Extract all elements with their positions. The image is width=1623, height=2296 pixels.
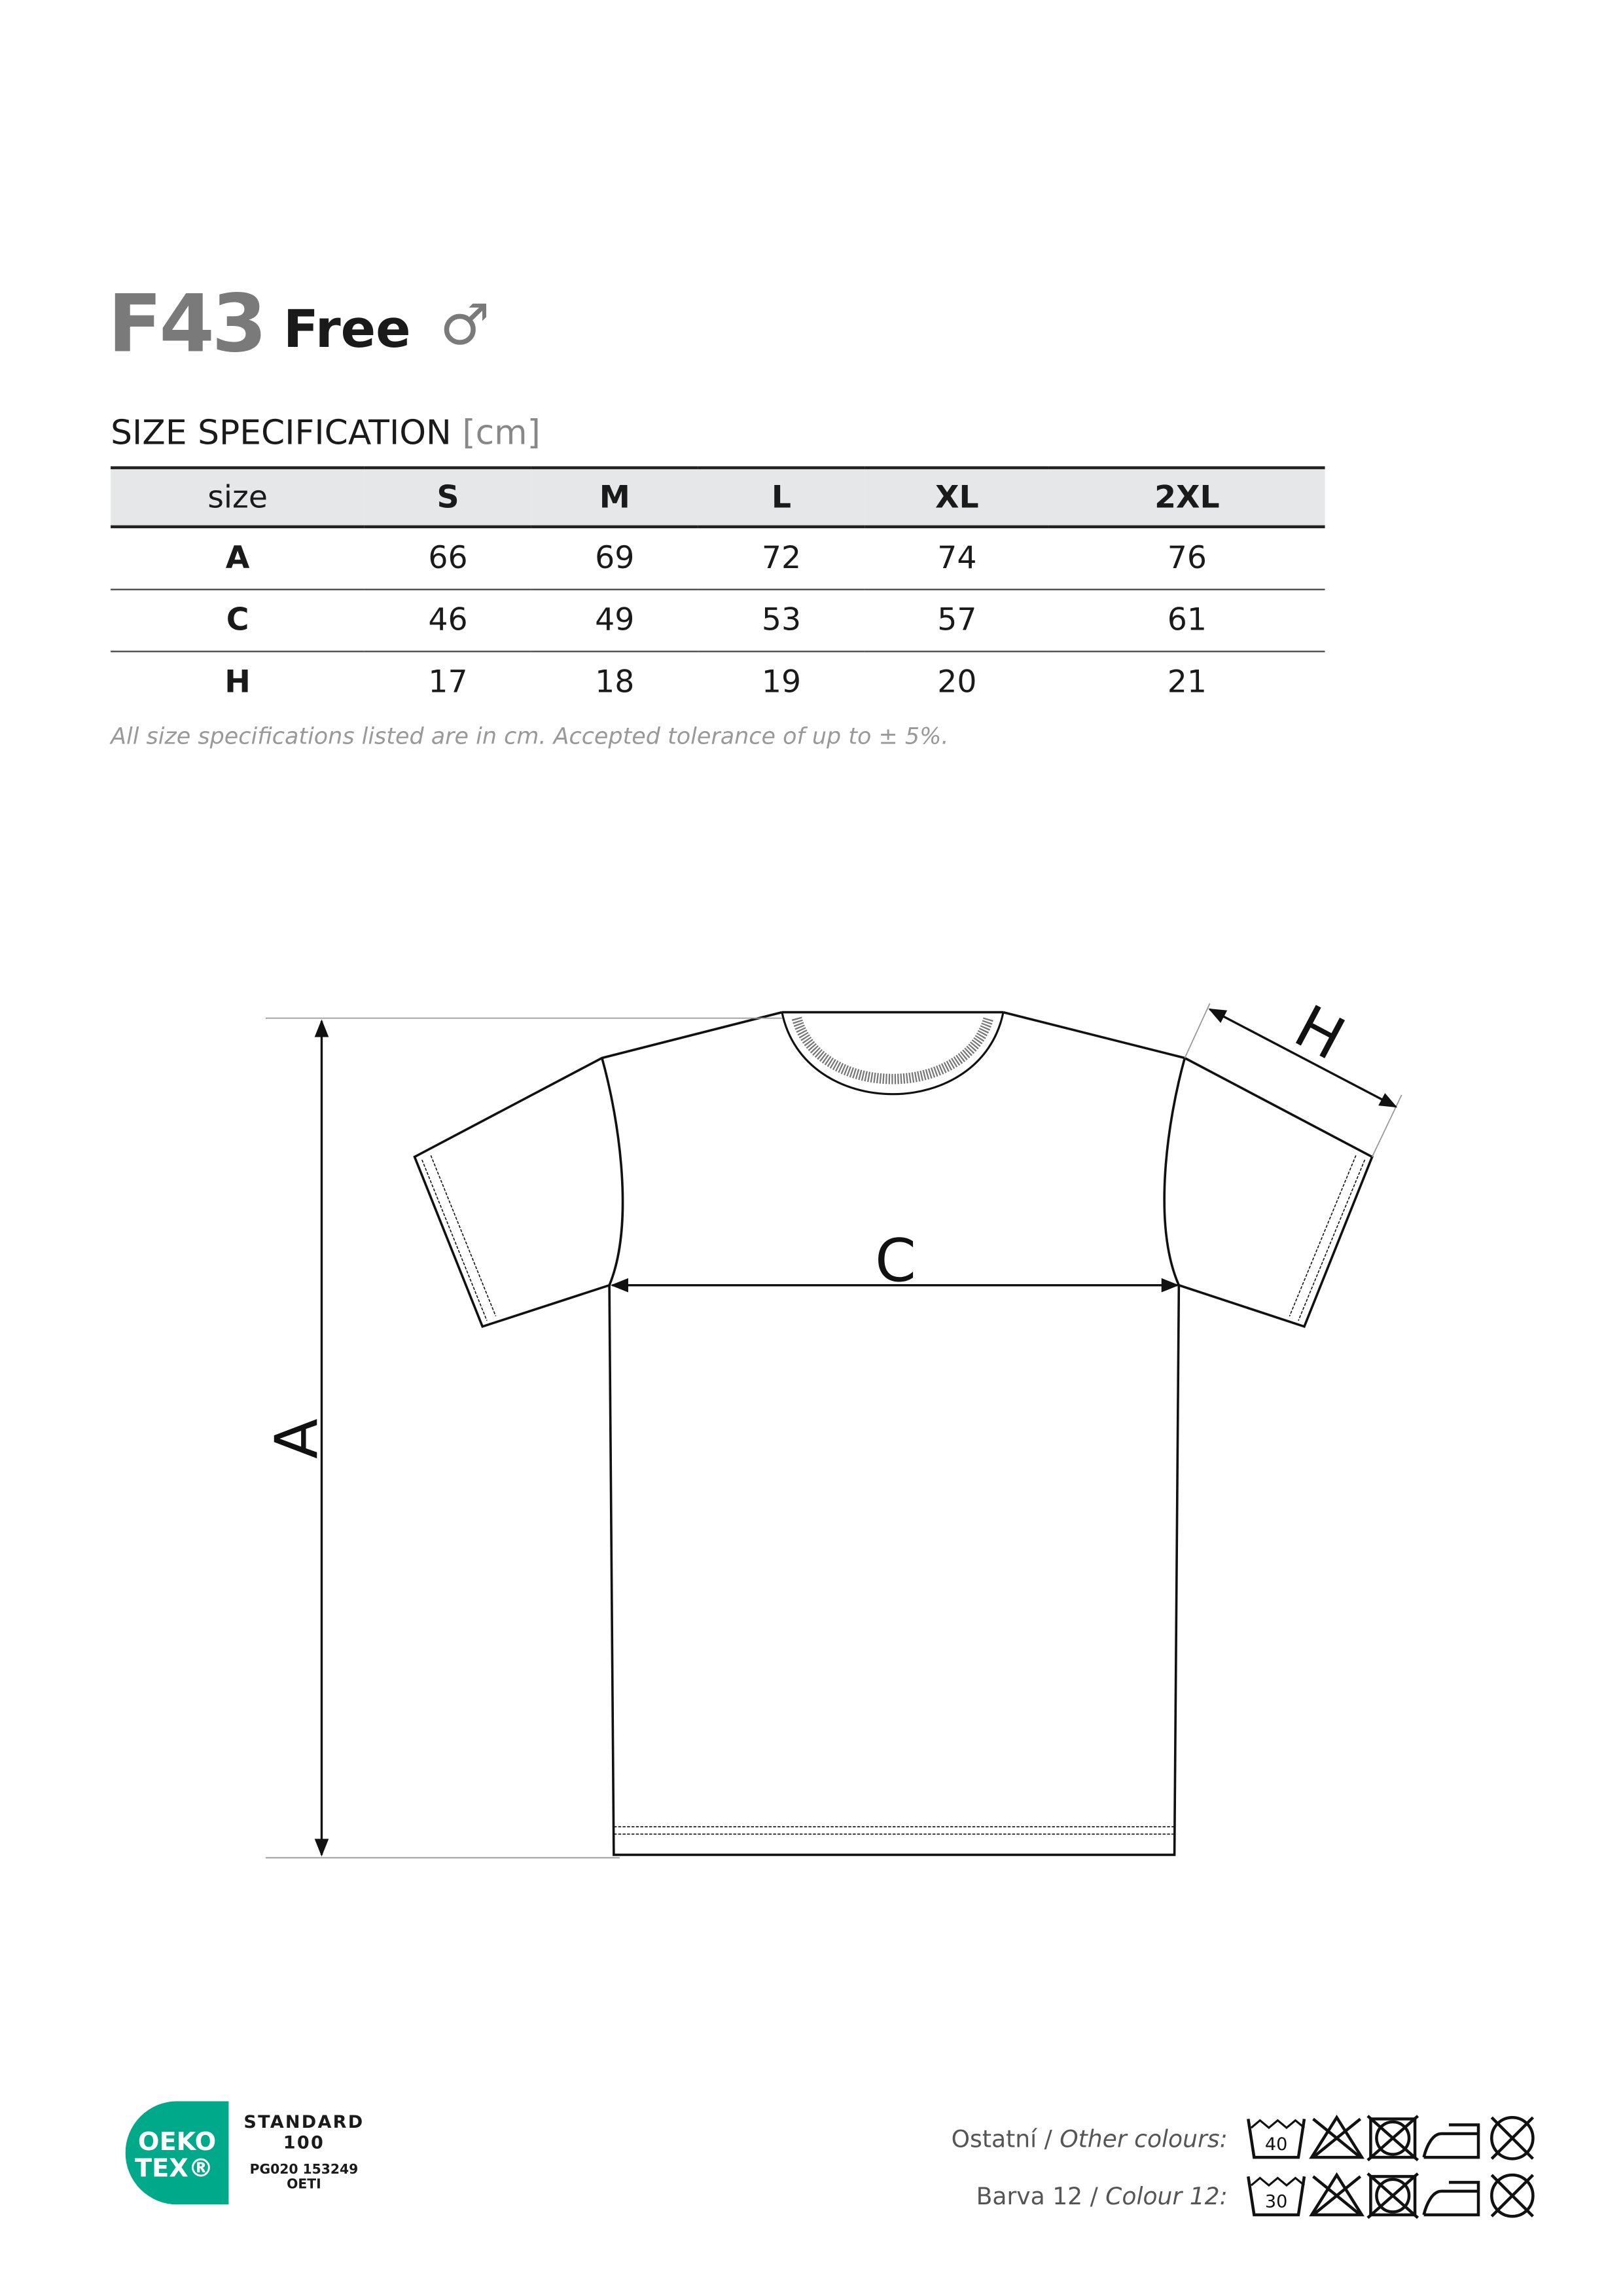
cell: 17 — [428, 664, 468, 700]
male-icon: ♂ — [439, 292, 490, 357]
product-code: F43 — [107, 277, 268, 370]
institute: OETI — [287, 2178, 321, 2193]
label-en: Other colours: — [1060, 2125, 1228, 2153]
label-h: H — [1284, 992, 1355, 1074]
table-row: H 17 18 19 20 21 — [111, 651, 1325, 713]
cell: 46 — [428, 601, 468, 637]
cell: 18 — [595, 664, 635, 700]
column-header: 2XL — [1154, 479, 1220, 515]
logo-text: OEKO — [138, 2127, 216, 2157]
label-cz: Ostatní — [951, 2125, 1037, 2153]
column-header: M — [599, 479, 630, 515]
size-table: size S M L XL 2XL A 66 69 72 74 76 C 46 … — [111, 466, 1325, 713]
column-header: size — [207, 479, 268, 515]
certificate-code: PG020 153249 — [249, 2163, 359, 2178]
unit-label: [cm] — [462, 414, 541, 454]
measure-lines — [265, 1003, 1402, 1859]
logo-text: TEX® — [135, 2153, 213, 2183]
care-symbols: 40 30 — [1247, 2114, 1535, 2219]
care-label-other: Ostatní / Other colours: — [951, 2125, 1228, 2153]
no-tumble-dry-icon — [1366, 2115, 1419, 2219]
cell: 53 — [761, 601, 802, 637]
section-title-text: SIZE SPECIFICATION — [111, 414, 452, 454]
no-bleach-icon — [1309, 2114, 1364, 2217]
cell: 69 — [595, 540, 635, 576]
cell: 21 — [1167, 664, 1207, 700]
label-c: C — [875, 1227, 916, 1295]
table-row: C 46 49 53 57 61 — [111, 589, 1325, 651]
label-a: A — [263, 1418, 332, 1459]
column-header: XL — [935, 479, 979, 515]
cell: 20 — [937, 664, 977, 700]
cell: 61 — [1167, 601, 1207, 637]
cell: 76 — [1167, 540, 1207, 576]
standard-number: 100 — [283, 2132, 325, 2153]
tshirt-outline — [413, 1011, 1374, 1856]
section-title: SIZE SPECIFICATION [cm] — [111, 415, 541, 454]
iron-low-icon — [1422, 2123, 1480, 2217]
wash-temp: 40 — [1265, 2134, 1287, 2155]
cell: 19 — [761, 664, 802, 700]
label-en: Colour 12: — [1105, 2182, 1228, 2211]
care-label-colour12: Barva 12 / Colour 12: — [976, 2182, 1228, 2211]
row-label: C — [226, 601, 249, 637]
row-label: H — [224, 664, 251, 700]
column-header: L — [771, 479, 792, 515]
row-label: A — [225, 540, 250, 576]
cell: 74 — [937, 540, 977, 576]
tolerance-note: All size specifications listed are in cm… — [111, 723, 949, 750]
product-name: Free — [283, 300, 411, 361]
label-cz: Barva 12 — [976, 2182, 1083, 2211]
certification-text: STANDARD 100 PG020 153249 OETI — [236, 2111, 372, 2193]
cell: 66 — [428, 540, 468, 576]
column-header: S — [437, 479, 459, 515]
no-dry-clean-icon — [1490, 2115, 1535, 2218]
oeko-tex-logo: OEKO TEX® — [125, 2101, 229, 2205]
cell: 49 — [595, 601, 635, 637]
wash-icon — [1247, 2119, 1306, 2217]
table-row: A 66 69 72 74 76 — [111, 527, 1325, 589]
standard-label: STANDARD — [243, 2111, 365, 2132]
cell: 57 — [937, 601, 977, 637]
wash-temp: 30 — [1265, 2192, 1287, 2212]
cell: 72 — [761, 540, 802, 576]
table-header-row: size S M L XL 2XL — [111, 467, 1325, 527]
measure-h-arrow — [1208, 1008, 1398, 1108]
